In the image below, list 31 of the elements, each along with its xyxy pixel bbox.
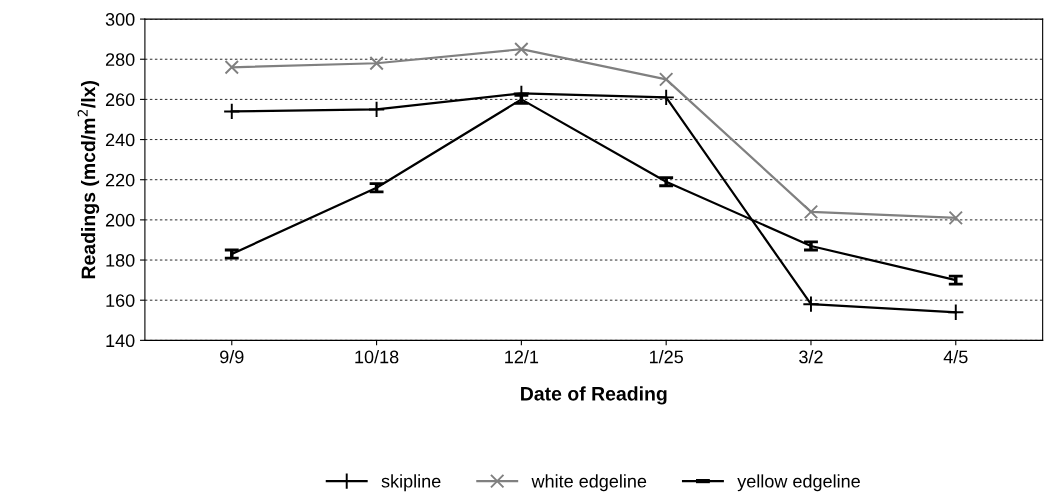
point xyxy=(657,88,675,106)
point xyxy=(947,303,965,321)
x-axis-title: Date of Reading xyxy=(521,386,667,405)
y-tick-label: 280 xyxy=(105,53,135,66)
legend-label: yellow edgeline xyxy=(737,474,860,492)
y-tick-label: 160 xyxy=(106,294,135,307)
y-tick-label: 140 xyxy=(106,334,135,348)
y-tick-label: 260 xyxy=(105,93,135,107)
x-tick-label: 12/1 xyxy=(505,350,539,364)
point xyxy=(658,72,674,87)
point xyxy=(803,204,819,220)
point xyxy=(802,295,820,313)
x-tick-label: 4/5 xyxy=(943,350,968,364)
y-tick-label: 180 xyxy=(106,253,135,267)
x-tick-label: 3/2 xyxy=(799,350,823,364)
y-tick-label: 220 xyxy=(105,173,135,187)
x-tick-label: 1/25 xyxy=(649,350,683,364)
y-axis-title: Readings (mcd/m$^{2}$/lx) xyxy=(77,80,100,279)
y-tick-label: 200 xyxy=(105,213,135,227)
point xyxy=(224,60,239,75)
point xyxy=(367,100,386,119)
legend-label: skipline xyxy=(381,474,441,492)
point xyxy=(514,41,529,57)
legend-label: white edgeline xyxy=(531,474,647,492)
y-tick-label: 300 xyxy=(105,13,135,26)
point xyxy=(223,102,241,121)
y-tick-label: 240 xyxy=(105,133,135,147)
point xyxy=(369,56,384,71)
x-tick-label: 9/9 xyxy=(220,350,244,364)
point xyxy=(948,210,963,226)
x-tick-label: 10/18 xyxy=(355,350,399,364)
